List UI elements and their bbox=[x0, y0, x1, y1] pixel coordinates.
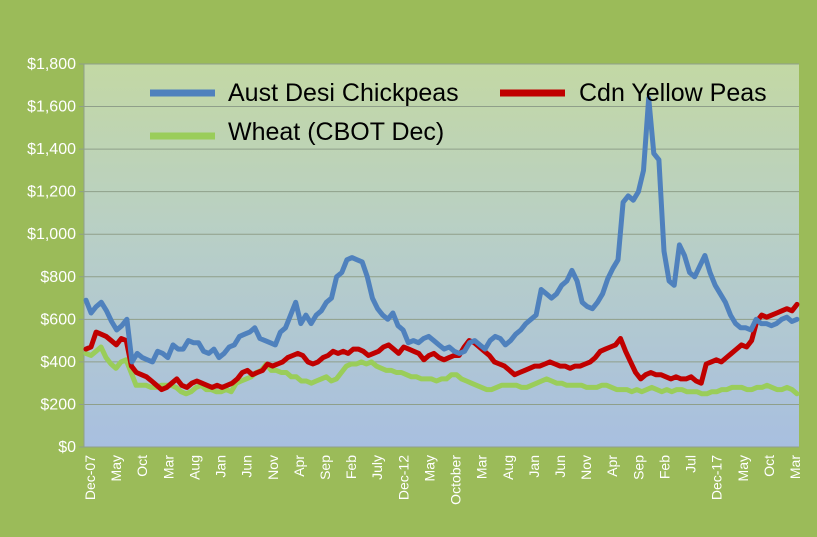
y-tick-label: $0 bbox=[58, 439, 76, 456]
x-tick-label: Aug bbox=[500, 455, 516, 480]
legend: Aust Desi Chickpeas Cdn Yellow Peas Whea… bbox=[150, 79, 767, 146]
x-tick-label: Mar bbox=[787, 455, 803, 479]
x-tick-label: Jul bbox=[683, 455, 699, 473]
y-tick-label: $1,800 bbox=[27, 56, 76, 73]
x-tick-label: July bbox=[369, 455, 385, 480]
x-tick-label: Feb bbox=[656, 455, 672, 479]
x-tick-label: October bbox=[448, 455, 464, 505]
x-tick-label: Dec-12 bbox=[395, 455, 411, 500]
legend-label-wheat: Wheat (CBOT Dec) bbox=[228, 118, 444, 146]
series-line-chickpeas bbox=[83, 95, 800, 365]
x-tick-label: Nov bbox=[578, 455, 594, 480]
series-line-yellow-peas bbox=[83, 301, 800, 393]
x-tick-label: Dec-07 bbox=[82, 455, 98, 500]
series-lines bbox=[83, 95, 800, 397]
x-tick-label: Sep bbox=[317, 455, 333, 480]
x-tick-label: Jan bbox=[526, 455, 542, 478]
y-axis: $0 $200 $400 $600 $800 $1,000 $1,200 $1,400 $1,6… bbox=[27, 56, 85, 456]
x-tick-label: Jun bbox=[239, 455, 255, 478]
x-tick-label: May bbox=[421, 455, 437, 481]
x-tick-label: Jan bbox=[213, 455, 229, 478]
y-tick-label: $1,600 bbox=[27, 99, 76, 116]
x-tick-label: May bbox=[108, 455, 124, 481]
y-tick-label: $400 bbox=[40, 354, 76, 371]
x-tick-label: Nov bbox=[265, 455, 281, 480]
x-tick-label: May bbox=[735, 455, 751, 481]
y-tick-label: $600 bbox=[40, 311, 76, 328]
y-tick-label: $800 bbox=[40, 269, 76, 286]
y-tick-label: $1,000 bbox=[27, 226, 76, 243]
legend-label-chickpeas: Aust Desi Chickpeas bbox=[228, 79, 459, 107]
y-tick-label: $1,200 bbox=[27, 184, 76, 201]
legend-label-yellow-peas: Cdn Yellow Peas bbox=[579, 79, 767, 107]
x-tick-label: Aug bbox=[186, 455, 202, 480]
x-tick-label: Apr bbox=[604, 455, 620, 477]
y-tick-label: $1,400 bbox=[27, 141, 76, 158]
x-tick-label: Jun bbox=[552, 455, 568, 478]
x-tick-label: Sep bbox=[630, 455, 646, 480]
x-tick-label: Apr bbox=[291, 455, 307, 477]
gridlines bbox=[84, 63, 799, 448]
series-line-wheat bbox=[83, 344, 800, 397]
x-tick-label: Oct bbox=[761, 455, 777, 477]
x-tick-label: Oct bbox=[134, 455, 150, 477]
x-tick-label: Dec-17 bbox=[709, 455, 725, 500]
x-tick-label: Mar bbox=[474, 455, 490, 479]
x-tick-label: Mar bbox=[160, 455, 176, 479]
x-tick-label: Feb bbox=[343, 455, 359, 479]
x-axis: Dec-07 May Oct Mar Aug Jan Jun Nov Apr Sep Feb July… bbox=[82, 446, 803, 505]
y-tick-label: $200 bbox=[40, 396, 76, 413]
